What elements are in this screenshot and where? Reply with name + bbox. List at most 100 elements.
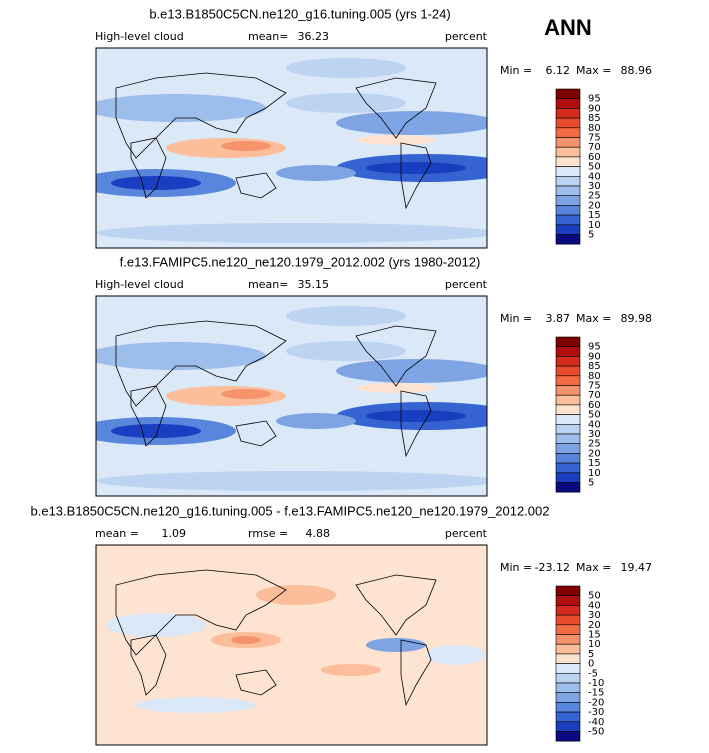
colorbar-box <box>555 585 581 596</box>
map <box>96 296 487 496</box>
colorbar-label: 5 <box>588 649 594 660</box>
panel-title: f.e13.FAMIPC5.ne120_ne120.1979_2012.002 … <box>120 254 481 269</box>
map <box>96 545 487 745</box>
panel-title: b.e13.B1850C5CN.ne120_g16.tuning.005 - f… <box>31 503 550 518</box>
colorbar-label: 90 <box>588 103 601 114</box>
colorbar-box <box>555 195 581 206</box>
colorbar-label: 85 <box>588 113 601 124</box>
variable-label: High-level cloud <box>95 30 184 43</box>
colorbar-label: 80 <box>588 123 601 134</box>
colorbar-box <box>555 365 581 377</box>
units-label: percent <box>445 527 488 540</box>
units-label: percent <box>445 30 488 43</box>
min-value: -23.12 <box>535 561 570 574</box>
min-value: 6.12 <box>546 64 571 77</box>
season-label: ANN <box>544 15 592 40</box>
colorbar-box <box>555 137 581 148</box>
max-value: 19.47 <box>621 561 653 574</box>
map-field <box>96 48 487 248</box>
colorbar-label: 70 <box>588 390 601 401</box>
colorbar-label: 10 <box>588 639 601 650</box>
colorbar-label: 40 <box>588 600 601 611</box>
colorbar-box <box>555 156 581 167</box>
max-value: 89.98 <box>621 312 653 325</box>
colorbar-box <box>555 462 581 474</box>
colorbar-box <box>555 108 581 119</box>
variable-label: High-level cloud <box>95 278 184 291</box>
min-value: 3.87 <box>546 312 571 325</box>
min-label: Min = <box>500 312 532 325</box>
colorbar-box <box>555 702 581 713</box>
max-value: 88.96 <box>621 64 653 77</box>
colorbar-box <box>555 682 581 693</box>
colorbar-box <box>555 127 581 138</box>
colorbar-label: -30 <box>588 707 604 718</box>
colorbar-box <box>555 385 581 396</box>
colorbar-box <box>555 643 581 655</box>
colorbar-label: 30 <box>588 610 601 621</box>
colorbar-box <box>555 117 581 129</box>
colorbar-box <box>555 214 581 226</box>
colorbar-label: 30 <box>588 181 601 192</box>
map-frame <box>95 544 488 746</box>
colorbar-label: 80 <box>588 371 601 382</box>
colorbar-label: 20 <box>588 448 601 459</box>
colorbar-box <box>555 433 581 444</box>
map-field <box>96 296 487 496</box>
colorbar-box <box>555 482 581 493</box>
colorbar-box <box>555 595 581 606</box>
colorbar-box <box>555 423 581 435</box>
units-label: percent <box>445 278 488 291</box>
colorbar-label: 15 <box>588 210 601 221</box>
colorbar-box <box>555 663 581 674</box>
colorbar-label: 40 <box>588 419 601 430</box>
colorbar-label: 5 <box>588 230 594 241</box>
mean-label: mean= <box>248 30 288 43</box>
colorbar-box <box>555 146 581 158</box>
colorbar-label: -40 <box>588 717 604 728</box>
colorbar-label: 60 <box>588 400 601 411</box>
panel-title: b.e13.B1850C5CN.ne120_g16.tuning.005 (yr… <box>149 6 450 21</box>
colorbar-label: 20 <box>588 200 601 211</box>
map <box>96 48 487 248</box>
colorbar-label: 95 <box>588 94 601 105</box>
colorbar-box <box>555 414 581 425</box>
colorbar-label: -15 <box>588 688 604 699</box>
colorbar-box <box>555 205 581 216</box>
mean-label: mean= <box>248 278 288 291</box>
colorbar-label: 95 <box>588 342 601 353</box>
colorbar-label: 25 <box>588 439 601 450</box>
colorbar-label: 10 <box>588 468 601 479</box>
colorbar-label: 40 <box>588 171 601 182</box>
rmse-value: 4.88 <box>306 527 331 540</box>
colorbar-label: -5 <box>588 668 598 679</box>
colorbar-label: -50 <box>588 727 604 738</box>
colorbar-label: 15 <box>588 630 601 641</box>
max-label: Max = <box>576 312 611 325</box>
map-frame <box>95 295 488 497</box>
colorbar-box <box>555 711 581 723</box>
max-label: Max = <box>576 561 611 574</box>
colorbar-label: 50 <box>588 162 601 173</box>
colorbar-label: 90 <box>588 351 601 362</box>
colorbar-label: -20 <box>588 697 604 708</box>
colorbar-box <box>555 605 581 616</box>
min-label: Min = <box>500 64 532 77</box>
colorbar-label: 85 <box>588 361 601 372</box>
colorbar-box <box>555 634 581 645</box>
colorbar-label: 70 <box>588 142 601 153</box>
colorbar-label: 75 <box>588 133 601 144</box>
colorbar-box <box>555 394 581 406</box>
colorbar-label: 50 <box>588 410 601 421</box>
colorbar-label: 60 <box>588 152 601 163</box>
colorbar-box <box>555 185 581 196</box>
colorbar-box <box>555 166 581 177</box>
max-label: Max = <box>576 64 611 77</box>
colorbar-box <box>555 692 581 703</box>
mean-value: 35.15 <box>298 278 330 291</box>
colorbar-box <box>555 375 581 386</box>
colorbar-box <box>555 356 581 367</box>
colorbar-box <box>555 453 581 464</box>
mean-label: mean = <box>95 527 139 540</box>
colorbar-box <box>555 731 581 742</box>
